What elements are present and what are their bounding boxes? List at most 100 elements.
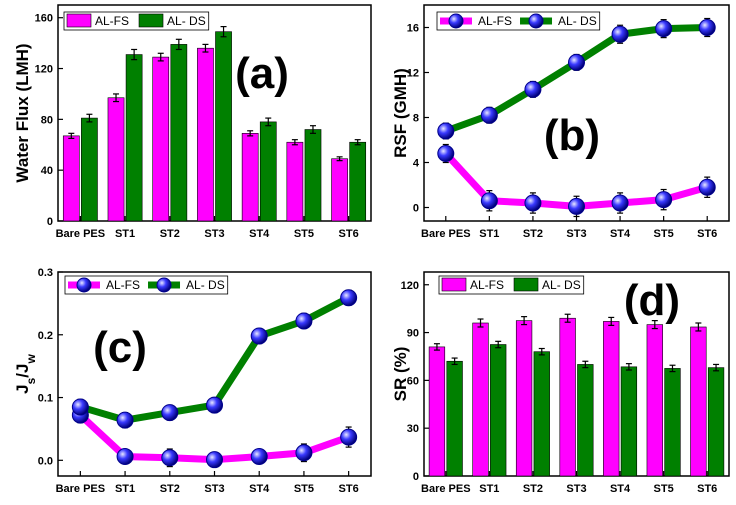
legend-label: AL-FS bbox=[106, 278, 140, 292]
bar-al-fs bbox=[152, 56, 170, 222]
bar-al-ds bbox=[490, 344, 507, 477]
bar-al-ds bbox=[125, 54, 143, 222]
bar-al-ds bbox=[349, 141, 367, 222]
data-point bbox=[568, 53, 585, 71]
legend-label: AL- DS bbox=[542, 278, 581, 292]
data-point bbox=[206, 396, 223, 414]
data-point bbox=[250, 448, 268, 466]
x-tick-label: ST3 bbox=[566, 228, 586, 240]
data-point bbox=[116, 448, 134, 466]
legend-label: AL-FS bbox=[470, 278, 504, 292]
data-point bbox=[340, 428, 358, 446]
y-tick-label: 0 bbox=[47, 216, 53, 228]
legend-swatch bbox=[66, 13, 92, 28]
data-point bbox=[250, 327, 268, 345]
bar-al-fs bbox=[515, 320, 533, 477]
panel-letter: (b) bbox=[544, 111, 600, 160]
bar-al-fs bbox=[197, 47, 214, 222]
panel-letter: (c) bbox=[93, 323, 147, 372]
y-axis-label: SR (%) bbox=[391, 347, 410, 402]
bar-al-fs bbox=[107, 97, 125, 222]
panel-letter: (d) bbox=[624, 276, 680, 325]
panel-a: 0 40 80 120 160 Bare PES ST1 ST2 ST3 ST4 ST5 ST6 Wat… bbox=[13, 4, 372, 240]
data-point bbox=[340, 289, 358, 307]
bar-al-ds bbox=[215, 31, 232, 222]
y-tick-label: 16 bbox=[407, 23, 419, 35]
data-point bbox=[524, 194, 542, 212]
legend-label: AL- DS bbox=[167, 14, 206, 28]
panel-letter: (a) bbox=[235, 49, 289, 98]
data-point bbox=[161, 404, 179, 422]
y-tick-label: 160 bbox=[35, 13, 53, 25]
x-tick-label: ST3 bbox=[204, 228, 224, 240]
bar-al-ds bbox=[707, 367, 725, 477]
legend-label: AL- DS bbox=[186, 278, 225, 292]
x-tick-label: ST2 bbox=[160, 228, 180, 240]
legend: AL-FS AL- DS bbox=[63, 11, 210, 31]
y-tick-label: 80 bbox=[41, 114, 53, 126]
data-point bbox=[698, 178, 716, 196]
bar-al-ds bbox=[170, 44, 188, 222]
legend-box bbox=[63, 11, 210, 31]
data-point bbox=[71, 398, 89, 416]
legend-marker bbox=[76, 277, 92, 293]
y-tick-label: 40 bbox=[41, 165, 53, 177]
x-tick-label: ST5 bbox=[654, 483, 674, 495]
y-tick-label: 4 bbox=[413, 158, 420, 170]
x-tick-label: ST3 bbox=[204, 483, 224, 495]
legend-swatch bbox=[138, 13, 164, 28]
y-tick-label: 0 bbox=[413, 471, 419, 483]
y-tick-label: 60 bbox=[407, 375, 419, 387]
x-tick-label: ST6 bbox=[339, 483, 359, 495]
x-tick-label: ST2 bbox=[523, 228, 543, 240]
x-tick-label: Bare PES bbox=[56, 483, 106, 495]
legend-label: AL-FS bbox=[95, 14, 129, 28]
x-tick-label: Bare PES bbox=[421, 483, 471, 495]
data-point bbox=[568, 197, 585, 215]
data-point bbox=[295, 312, 313, 330]
x-tick-label: ST6 bbox=[697, 228, 717, 240]
x-tick-label: ST4 bbox=[249, 483, 270, 495]
bar-al-fs bbox=[603, 321, 620, 477]
legend-label: AL- DS bbox=[558, 14, 597, 28]
x-tick-label: ST2 bbox=[160, 483, 180, 495]
axes-frame bbox=[57, 4, 372, 222]
x-tick-label: ST5 bbox=[294, 483, 314, 495]
bar-al-ds bbox=[304, 129, 322, 222]
data-point bbox=[611, 194, 629, 212]
bar-al-ds bbox=[664, 368, 681, 477]
legend-box bbox=[436, 11, 601, 31]
bar-al-fs bbox=[559, 317, 576, 477]
data-point bbox=[437, 145, 455, 162]
legend: AL-FS AL- DS bbox=[64, 275, 229, 295]
legend: AL-FS AL- DS bbox=[436, 11, 601, 31]
panel-c: 0.0 0.1 0.2 0.3 Bare PES ST1 ST2 ST3 ST4 ST5 ST6 Js… bbox=[13, 267, 372, 495]
y-tick-label: 120 bbox=[35, 64, 53, 76]
bar-al-ds bbox=[446, 360, 463, 477]
data-point bbox=[611, 25, 629, 43]
y-axis-label: Js/Jw bbox=[13, 354, 38, 394]
bar-al-ds bbox=[577, 364, 594, 477]
axes-frame bbox=[423, 271, 730, 477]
data-point bbox=[655, 191, 673, 209]
bar-al-fs bbox=[472, 322, 489, 477]
y-axis-label: Water Flux (LMH) bbox=[13, 43, 32, 182]
x-tick-label: ST4 bbox=[610, 228, 631, 240]
bar-al-fs bbox=[331, 158, 348, 222]
x-tick-label: ST5 bbox=[294, 228, 314, 240]
legend-swatch bbox=[441, 277, 467, 292]
x-tick-label: ST1 bbox=[479, 483, 499, 495]
panel-d: 0 30 60 90 120 Bare PES ST1 ST2 ST3 ST4 ST5 ST6 SR (… bbox=[391, 271, 730, 495]
x-tick-label: ST6 bbox=[339, 228, 359, 240]
data-point bbox=[480, 192, 498, 210]
legend-marker bbox=[448, 13, 464, 29]
panel-b: 0 4 8 12 16 Bare PES ST1 ST2 ST3 ST4 ST5 ST6 RSF (GM… bbox=[391, 4, 730, 240]
bar-al-ds bbox=[259, 121, 277, 222]
x-tick-label: ST3 bbox=[566, 483, 586, 495]
data-point bbox=[437, 122, 455, 140]
x-tick-label: ST6 bbox=[697, 483, 717, 495]
y-tick-label: 0 bbox=[413, 203, 419, 215]
legend-box bbox=[64, 275, 229, 295]
legend-label: AL-FS bbox=[478, 14, 512, 28]
